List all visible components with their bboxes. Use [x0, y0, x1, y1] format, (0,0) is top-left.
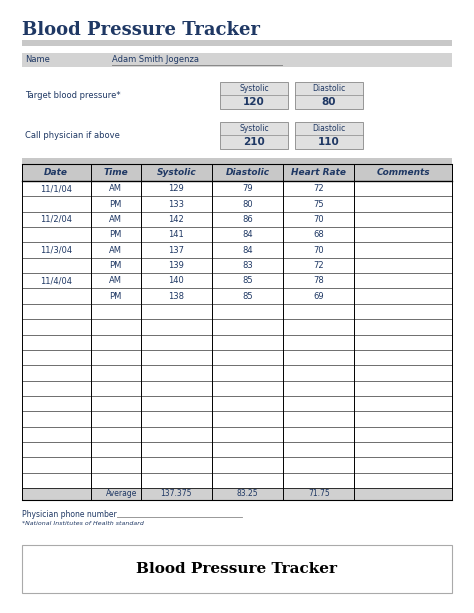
Text: Systolic: Systolic [239, 84, 269, 93]
Bar [22, 53, 452, 67]
Text: 210: 210 [243, 137, 265, 147]
Text: Blood Pressure Tracker: Blood Pressure Tracker [137, 562, 337, 576]
Bar [22, 545, 452, 593]
Text: Average: Average [106, 490, 138, 498]
Text: 11/2/04: 11/2/04 [40, 215, 73, 224]
Text: PM: PM [109, 230, 122, 239]
Text: 137.375: 137.375 [161, 490, 192, 498]
Text: 140: 140 [168, 276, 184, 285]
Text: Diastolic: Diastolic [312, 124, 346, 133]
Text: 133: 133 [168, 199, 184, 208]
Text: 70: 70 [313, 246, 324, 254]
Text: 142: 142 [168, 215, 184, 224]
Text: 80: 80 [322, 97, 336, 107]
Bar [22, 158, 452, 164]
Text: *National Institutes of Health standard: *National Institutes of Health standard [22, 521, 144, 526]
Text: 83.25: 83.25 [237, 490, 258, 498]
Text: Blood Pressure Tracker: Blood Pressure Tracker [22, 21, 260, 39]
Text: Systolic: Systolic [239, 124, 269, 133]
Text: 80: 80 [242, 199, 253, 208]
Text: Heart Rate: Heart Rate [292, 168, 346, 177]
Text: 83: 83 [242, 261, 253, 270]
Text: 69: 69 [313, 292, 324, 300]
Text: 84: 84 [242, 230, 253, 239]
Text: 71.75: 71.75 [308, 490, 329, 498]
Bar [22, 40, 452, 46]
Bar [22, 164, 452, 181]
Text: Time: Time [103, 168, 128, 177]
Bar [295, 82, 363, 109]
Text: Adam Smith Jogenza: Adam Smith Jogenza [112, 56, 199, 64]
Text: Call physician if above: Call physician if above [25, 131, 120, 140]
Bar [220, 82, 288, 109]
Text: 138: 138 [168, 292, 184, 300]
Text: Diastolic: Diastolic [226, 168, 270, 177]
Text: PM: PM [109, 199, 122, 208]
Text: 72: 72 [313, 184, 324, 193]
Text: Diastolic: Diastolic [312, 84, 346, 93]
Text: 137: 137 [168, 246, 184, 254]
Text: 84: 84 [242, 246, 253, 254]
Text: AM: AM [109, 215, 122, 224]
Text: Date: Date [44, 168, 68, 177]
Text: 75: 75 [313, 199, 324, 208]
Text: 70: 70 [313, 215, 324, 224]
Text: 86: 86 [242, 215, 253, 224]
Text: 110: 110 [318, 137, 340, 147]
Text: 85: 85 [242, 292, 253, 300]
Text: Physician phone number: Physician phone number [22, 510, 117, 519]
Text: AM: AM [109, 246, 122, 254]
Text: PM: PM [109, 261, 122, 270]
Text: PM: PM [109, 292, 122, 300]
Text: 72: 72 [313, 261, 324, 270]
Bar [22, 488, 452, 500]
Text: 139: 139 [168, 261, 184, 270]
Text: 11/4/04: 11/4/04 [40, 276, 73, 285]
Text: 141: 141 [168, 230, 184, 239]
Text: 11/3/04: 11/3/04 [40, 246, 73, 254]
Text: 129: 129 [168, 184, 184, 193]
Text: Target blood pressure*: Target blood pressure* [25, 91, 120, 100]
Text: 120: 120 [243, 97, 265, 107]
Text: 78: 78 [313, 276, 324, 285]
Text: AM: AM [109, 276, 122, 285]
Text: AM: AM [109, 184, 122, 193]
Text: 79: 79 [242, 184, 253, 193]
Text: 68: 68 [313, 230, 324, 239]
Text: 85: 85 [242, 276, 253, 285]
Text: 11/1/04: 11/1/04 [40, 184, 73, 193]
Bar [295, 122, 363, 149]
Text: Systolic: Systolic [156, 168, 196, 177]
Bar [220, 122, 288, 149]
Text: Name: Name [25, 56, 50, 64]
Text: Comments: Comments [376, 168, 430, 177]
